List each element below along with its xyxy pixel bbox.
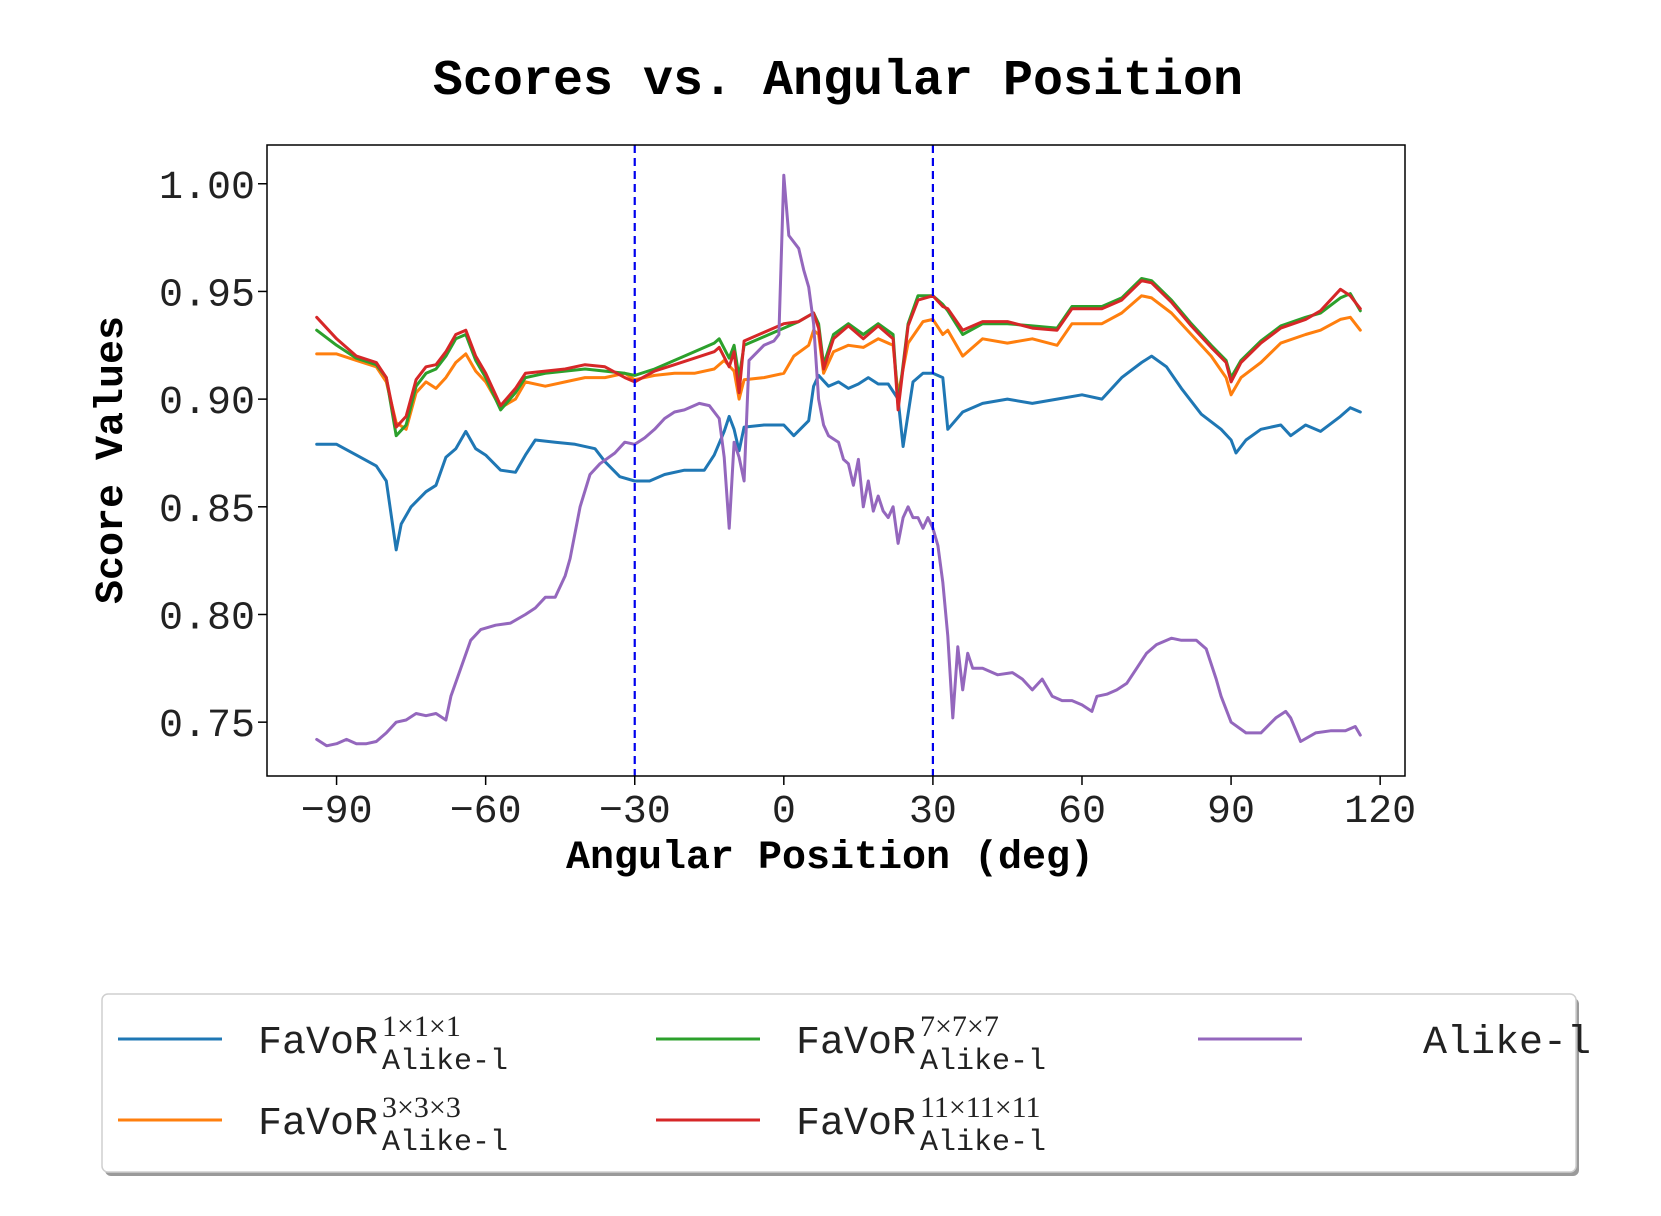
y-tick-label: 0.85 [159,489,255,534]
y-tick-label: 0.95 [159,273,255,318]
series-layer [315,173,1362,748]
x-tick-label: −30 [599,790,671,835]
legend-subscript: Alike-l [382,1045,508,1079]
y-tick-label: 1.00 [159,166,255,211]
legend-superscript: 7×7×7 [920,1010,999,1043]
x-axis-label: Angular Position (deg) [566,836,1094,881]
legend-superscript: 1×1×1 [382,1010,461,1043]
legend-label: FaVoR [258,1102,378,1147]
y-tick-label: 0.80 [159,596,255,641]
series-line-4 [315,173,1362,748]
legend-label: FaVoR [796,1021,916,1066]
x-tick-label: 0 [772,790,796,835]
legend-entry-4: Alike-l [1198,1021,1591,1066]
y-tick-label: 0.90 [159,381,255,426]
x-axis: −90 −60 −30 0 30 60 90 120 [301,776,1416,835]
x-tick-label: 30 [909,790,957,835]
x-tick-label: −90 [301,790,373,835]
legend-subscript: Alike-l [920,1045,1046,1079]
legend-subscript: Alike-l [920,1126,1046,1160]
reference-lines [633,145,935,776]
y-axis-label: Score Values [90,316,135,604]
legend-label: FaVoR [796,1102,916,1147]
plot-frame [266,144,1406,777]
legend-superscript: 11×11×11 [920,1091,1041,1124]
y-axis: 0.75 0.80 0.85 0.90 0.95 1.00 [159,166,267,749]
x-tick-label: 120 [1344,790,1416,835]
plot-area [267,145,1405,776]
x-tick-label: −60 [450,790,522,835]
legend-superscript: 3×3×3 [382,1091,461,1124]
legend-label: Alike-l [1423,1021,1591,1066]
legend-subscript: Alike-l [382,1126,508,1160]
y-tick-label: 0.75 [159,704,255,749]
legend-label: FaVoR [258,1021,378,1066]
x-tick-label: 90 [1207,790,1255,835]
chart-title: Scores vs. Angular Position [433,53,1243,110]
x-tick-label: 60 [1058,790,1106,835]
